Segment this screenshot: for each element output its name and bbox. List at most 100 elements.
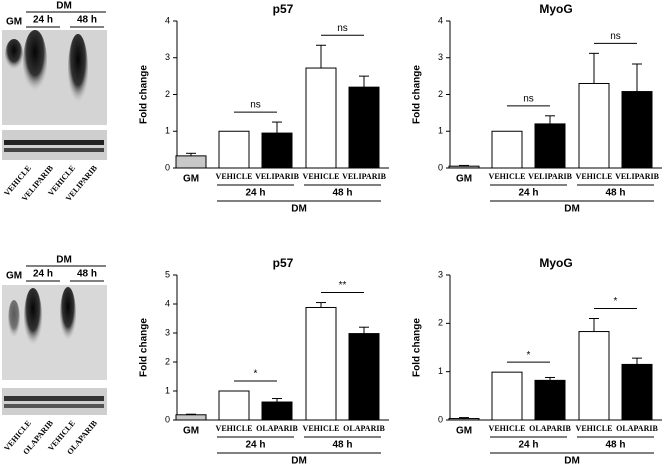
y-axis-label: Fold change [139,65,150,124]
x-tick-label: GM [456,426,472,437]
band [24,288,42,348]
blot [2,388,107,415]
blot-time: 48 h [77,15,97,26]
chart-title: p57 [273,2,294,16]
bar [448,418,480,421]
blot-header: DM [56,255,72,266]
band [4,140,104,145]
bar [305,306,337,421]
sig-label: * [527,350,531,361]
bar [175,155,207,169]
x-tick-label: GM [456,174,472,185]
bar [534,379,566,421]
x-tick-label: OLAPARIB [529,424,571,433]
bar [578,82,610,169]
sig-label: ns [250,100,261,111]
y-axis-label: Fold change [412,65,423,124]
band [4,404,104,408]
group-label: 48 h [605,188,625,199]
group-label: 24 h [245,188,265,199]
band [8,300,20,340]
y-tick-label: 2 [165,89,170,99]
bar [491,371,523,421]
y-tick-label: 1 [165,126,170,136]
y-axis-label: Fold change [412,318,423,377]
y-tick-label: 2 [438,318,443,328]
y-tick-label: 3 [165,52,170,62]
bar [534,123,566,169]
y-tick-label: 2 [165,356,170,366]
chart-title: MyoG [539,256,572,270]
y-tick-label: 4 [165,298,170,308]
x-tick-label: VEHICLE [303,424,340,433]
group-title: DM [291,456,307,467]
band [5,39,23,71]
y-tick-label: 0 [165,414,170,424]
y-tick-label: 4 [165,15,170,25]
blot-left: GM [6,17,22,28]
y-tick-label: 0 [438,414,443,424]
y-tick-label: 2 [438,89,443,99]
group-title: DM [291,204,307,215]
group-label: 24 h [245,440,265,451]
sig-label: * [254,369,258,380]
x-tick-label: VELIPARIB [528,172,573,181]
group-label: 48 h [332,440,352,451]
x-tick-label: VEHICLE [216,424,253,433]
bar [218,130,250,169]
group-label: 48 h [332,188,352,199]
sig-label: ** [339,280,347,291]
x-tick-label: VELIPARIB [255,172,300,181]
x-tick-label: VEHICLE [576,172,613,181]
x-tick-label: OLAPARIB [343,424,385,433]
y-tick-label: 0 [438,162,443,172]
bar [621,363,653,421]
y-tick-label: 1 [165,385,170,395]
x-tick-label: GM [183,174,199,185]
y-tick-label: 4 [438,15,443,25]
blot [2,285,107,380]
bar [448,165,480,169]
y-tick-label: 0 [165,162,170,172]
bar [261,401,293,421]
blot-header: DM [56,1,72,12]
sig-label: ns [523,93,534,104]
x-tick-label: VEHICLE [216,172,253,181]
x-tick-label: VELIPARIB [615,172,660,181]
bar [175,414,207,421]
group-label: 24 h [518,188,538,199]
band [4,396,104,401]
bar [491,130,523,169]
x-tick-label: VEHICLE [303,172,340,181]
group-title: DM [564,204,580,215]
sig-label: * [614,296,618,307]
x-tick-label: GM [183,426,199,437]
bar [218,390,250,421]
x-tick-label: VEHICLE [489,172,526,181]
y-tick-label: 3 [438,269,443,279]
bar [621,91,653,169]
x-tick-label: VEHICLE [576,424,613,433]
chart-title: MyoG [539,2,572,16]
blot-time: 24 h [33,15,53,26]
x-tick-label: VELIPARIB [342,172,387,181]
band [23,30,47,94]
y-axis-label: Fold change [139,318,150,377]
y-tick-label: 1 [438,126,443,136]
band [4,148,104,152]
bar [578,331,610,421]
bar [261,132,293,169]
sig-label: ns [610,31,621,42]
sig-label: ns [337,23,348,34]
blot-left: GM [6,271,22,282]
blot-time: 24 h [33,269,53,280]
group-label: 24 h [518,440,538,451]
y-tick-label: 5 [165,269,170,279]
chart-title: p57 [273,256,294,270]
bar [348,333,380,421]
blot-time: 48 h [77,269,97,280]
group-label: 48 h [605,440,625,451]
x-tick-label: OLAPARIB [616,424,658,433]
bar [305,67,337,169]
